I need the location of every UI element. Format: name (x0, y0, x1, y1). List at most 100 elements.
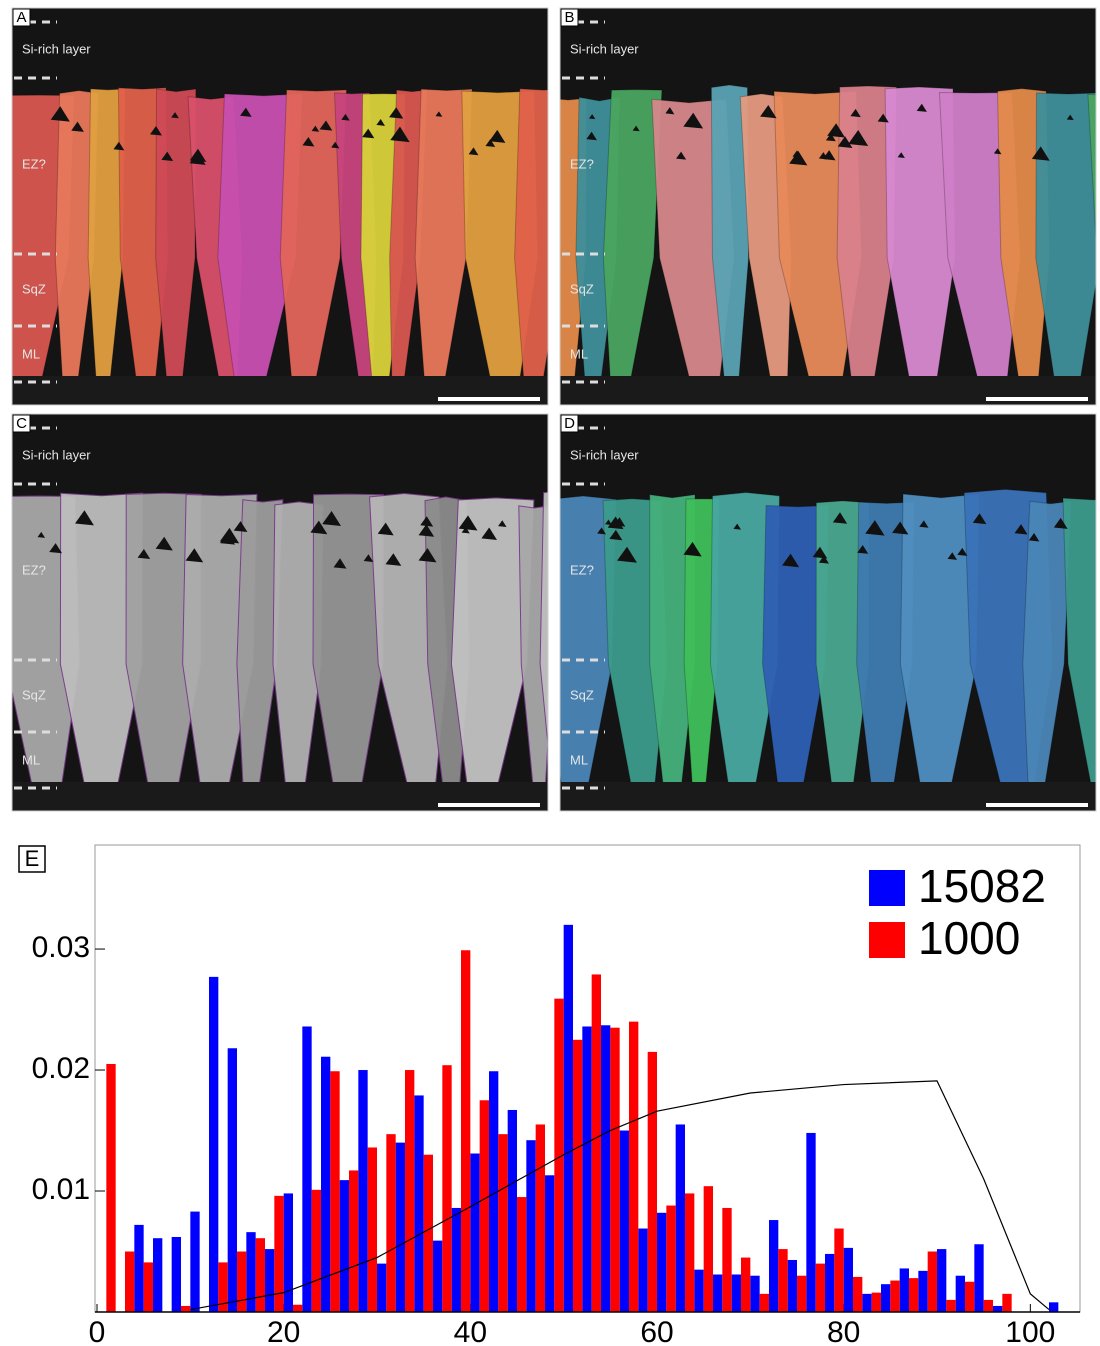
grain (710, 84, 750, 381)
pore (389, 107, 404, 119)
bar (815, 1263, 825, 1312)
pore (782, 553, 800, 568)
micrograph (12, 8, 548, 405)
pore (789, 150, 808, 166)
pore (897, 152, 905, 159)
pore (37, 531, 46, 538)
grain (1087, 93, 1096, 249)
pore (418, 548, 437, 563)
pore (1014, 524, 1028, 535)
bar (955, 1275, 965, 1312)
micrograph (560, 414, 1096, 811)
micrograph (12, 414, 548, 811)
pore (341, 113, 350, 121)
bar (638, 1228, 648, 1312)
pore (377, 522, 394, 536)
pore (240, 107, 252, 117)
pore (609, 529, 623, 541)
bar (386, 1134, 396, 1312)
y-tick-label: 0.02 (32, 1052, 90, 1085)
x-tick-label: 100 (1005, 1316, 1055, 1346)
pore (310, 520, 328, 535)
pore (916, 103, 927, 112)
bar (554, 998, 564, 1312)
bar (143, 1262, 153, 1312)
grain (762, 504, 830, 787)
pore (150, 125, 162, 136)
pore (825, 133, 836, 142)
pore (972, 513, 987, 525)
pore (498, 520, 507, 528)
pore (1066, 114, 1074, 121)
grain (1062, 497, 1096, 787)
frame (11, 413, 549, 812)
pore (319, 120, 333, 131)
bar (993, 1305, 1003, 1312)
bar (899, 1268, 909, 1312)
grain (683, 498, 720, 787)
pore (362, 128, 375, 139)
zone-label: SqZ (570, 687, 594, 702)
legend-label: 15082 (918, 860, 1046, 912)
bar (657, 1212, 667, 1312)
bar (629, 1021, 639, 1312)
bar (349, 1170, 359, 1312)
panel-letter: B (564, 9, 574, 26)
panel-letter-box (18, 845, 46, 873)
pore (137, 548, 151, 560)
x-tick-label: 0 (89, 1316, 106, 1346)
grain (272, 501, 324, 787)
bar (769, 1220, 779, 1312)
zone-label: Si-rich layer (22, 41, 91, 56)
grain (1035, 92, 1096, 381)
zone-label: SqZ (22, 687, 46, 702)
bar (461, 950, 471, 1312)
bar (479, 1100, 489, 1312)
zone-label: EZ? (22, 562, 46, 577)
bar (713, 1274, 723, 1312)
bar (311, 1189, 321, 1312)
pore (597, 527, 606, 535)
panel-letter: C (16, 415, 27, 432)
bar (274, 1195, 284, 1312)
bar (787, 1259, 797, 1312)
pore (458, 515, 478, 531)
bar (330, 1071, 340, 1312)
bar (442, 1065, 452, 1312)
pore (832, 512, 848, 524)
grain (450, 497, 535, 787)
pore (733, 523, 742, 530)
bar (573, 1039, 583, 1312)
legend-swatch (869, 870, 905, 906)
grain (279, 89, 347, 381)
legend-label: 1000 (918, 912, 1020, 964)
grain (884, 86, 956, 381)
bar (190, 1211, 200, 1312)
panel-letter-box (560, 8, 579, 27)
grain (312, 493, 385, 787)
bar (265, 1249, 275, 1312)
bar (890, 1280, 900, 1312)
bar (237, 1251, 247, 1312)
zone-label: Si-rich layer (22, 447, 91, 462)
pore (827, 123, 846, 138)
pore (792, 150, 802, 158)
grain (539, 491, 548, 751)
bar (218, 1262, 228, 1312)
grain (560, 495, 617, 787)
bar (741, 1257, 751, 1312)
pore (812, 546, 828, 559)
bar (358, 1070, 368, 1312)
bar (694, 1269, 704, 1312)
bar (806, 1132, 816, 1312)
grain (815, 500, 870, 787)
pore (676, 151, 687, 160)
grain (59, 492, 144, 787)
bar (405, 1070, 415, 1312)
bar (759, 1293, 769, 1312)
bar (591, 974, 601, 1312)
pore (376, 118, 385, 126)
pore (50, 106, 70, 122)
pore (605, 519, 612, 525)
grain (414, 88, 473, 381)
